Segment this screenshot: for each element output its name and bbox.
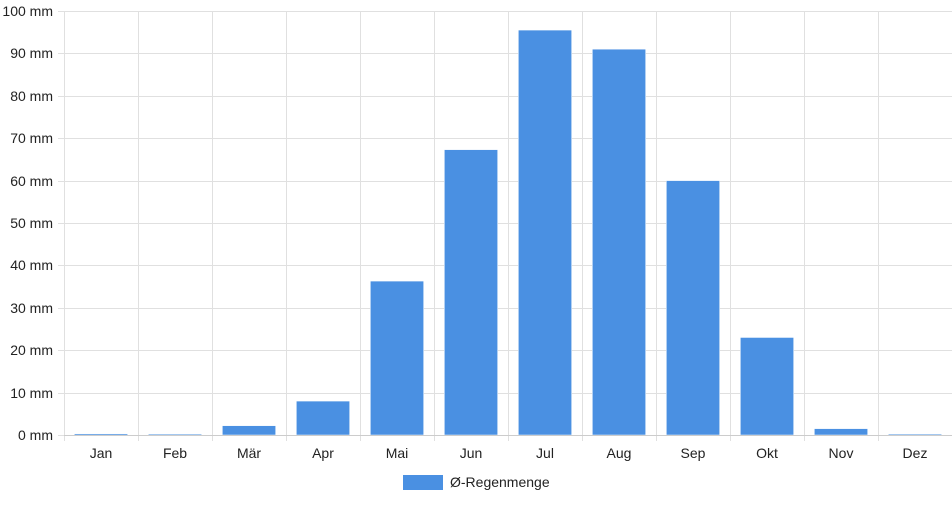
legend-label: Ø-Regenmenge <box>450 474 550 490</box>
y-tick-label: 20 mm <box>10 342 53 358</box>
bar-jan[interactable] <box>74 433 128 436</box>
bar-apr[interactable] <box>296 400 350 436</box>
bar-okt[interactable] <box>740 337 794 436</box>
x-tick-label: Mai <box>386 445 409 461</box>
x-tick-label: Sep <box>681 445 706 461</box>
y-tick-label: 70 mm <box>10 130 53 146</box>
x-tick-label: Apr <box>312 445 334 461</box>
x-tick-label: Mär <box>237 445 261 461</box>
y-tick-label: 40 mm <box>10 257 53 273</box>
bar-mai[interactable] <box>370 280 424 436</box>
x-tick-label: Dez <box>903 445 928 461</box>
x-tick-label: Jun <box>460 445 483 461</box>
bar-aug[interactable] <box>592 48 646 436</box>
y-tick-label: 100 mm <box>2 3 53 19</box>
bar-nov[interactable] <box>814 428 868 436</box>
grid-layer <box>58 11 952 441</box>
bar-layer <box>74 29 942 436</box>
x-tick-label: Feb <box>163 445 187 461</box>
x-tick-label: Okt <box>756 445 778 461</box>
y-tick-label: 50 mm <box>10 215 53 231</box>
y-tick-label: 30 mm <box>10 300 53 316</box>
y-tick-label: 0 mm <box>18 427 53 443</box>
bar-mär[interactable] <box>222 425 276 436</box>
bar-jun[interactable] <box>444 149 498 436</box>
bar-jul[interactable] <box>518 29 572 436</box>
y-tick-label: 10 mm <box>10 385 53 401</box>
y-tick-label: 90 mm <box>10 45 53 61</box>
x-tick-label: Nov <box>829 445 854 461</box>
legend-swatch <box>403 475 443 490</box>
y-tick-label: 60 mm <box>10 173 53 189</box>
y-tick-label: 80 mm <box>10 88 53 104</box>
bar-dez[interactable] <box>888 433 942 436</box>
x-tick-label: Jul <box>536 445 554 461</box>
axis-layer: 0 mm 10 mm 20 mm 30 mm 40 mm 50 mm 60 mm 70 mm 8… <box>2 3 952 461</box>
bar-sep[interactable] <box>666 180 720 436</box>
x-tick-label: Jan <box>90 445 113 461</box>
bar-feb[interactable] <box>148 433 202 436</box>
x-tick-label: Aug <box>607 445 632 461</box>
legend[interactable]: Ø-Regenmenge <box>403 474 550 490</box>
